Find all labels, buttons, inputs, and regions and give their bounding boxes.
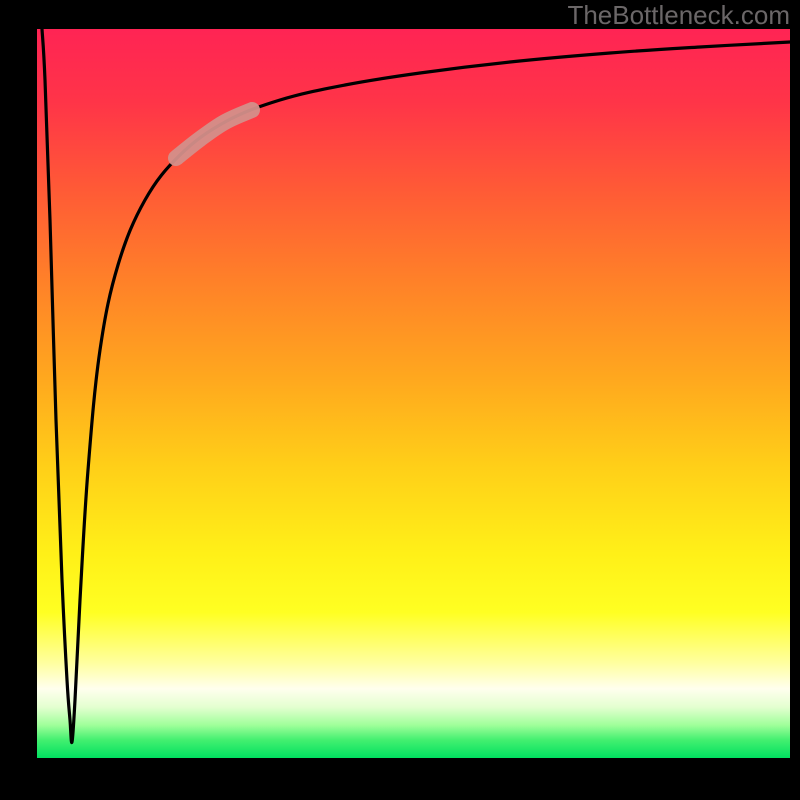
highlight-segment	[176, 110, 252, 158]
bottleneck-curve	[42, 29, 790, 743]
curve-layer	[0, 0, 800, 800]
watermark-text: TheBottleneck.com	[567, 0, 790, 31]
